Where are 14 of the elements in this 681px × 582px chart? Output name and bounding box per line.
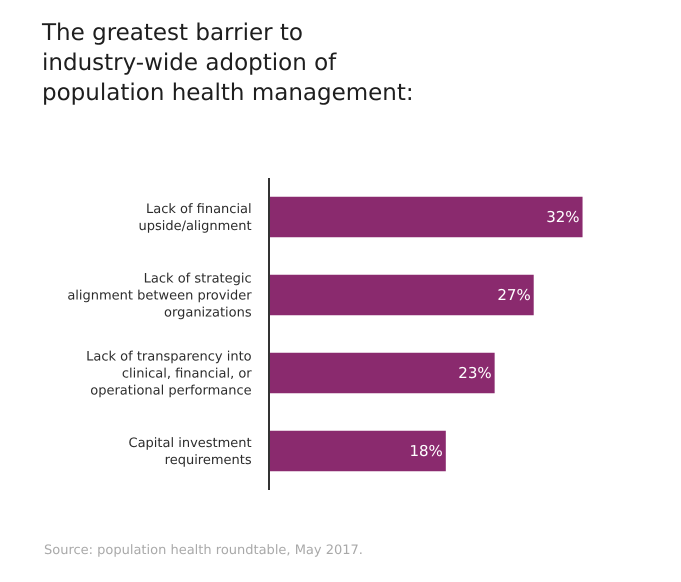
data-label: 27% (497, 286, 531, 304)
y-tick-label: Lack of financial upside/alignment (138, 202, 252, 234)
bar (270, 430, 446, 472)
data-label: 32% (546, 208, 580, 226)
y-tick-label: Lack of strategic alignment between provider organizations (67, 272, 252, 320)
source-note: Source: population health roundtable, May 2017. (44, 543, 363, 558)
y-tick-label: Lack of transparency into clinical, financial, or operational performance (86, 350, 252, 398)
y-tick-label: Capital investment requirements (128, 436, 252, 468)
data-label: 18% (409, 442, 443, 460)
chart-title: The greatest barrier to industry-wide adoption of population health management: (41, 20, 414, 106)
data-label: 23% (458, 364, 492, 382)
bar (270, 352, 495, 394)
bar (270, 196, 583, 238)
bar (270, 274, 534, 316)
